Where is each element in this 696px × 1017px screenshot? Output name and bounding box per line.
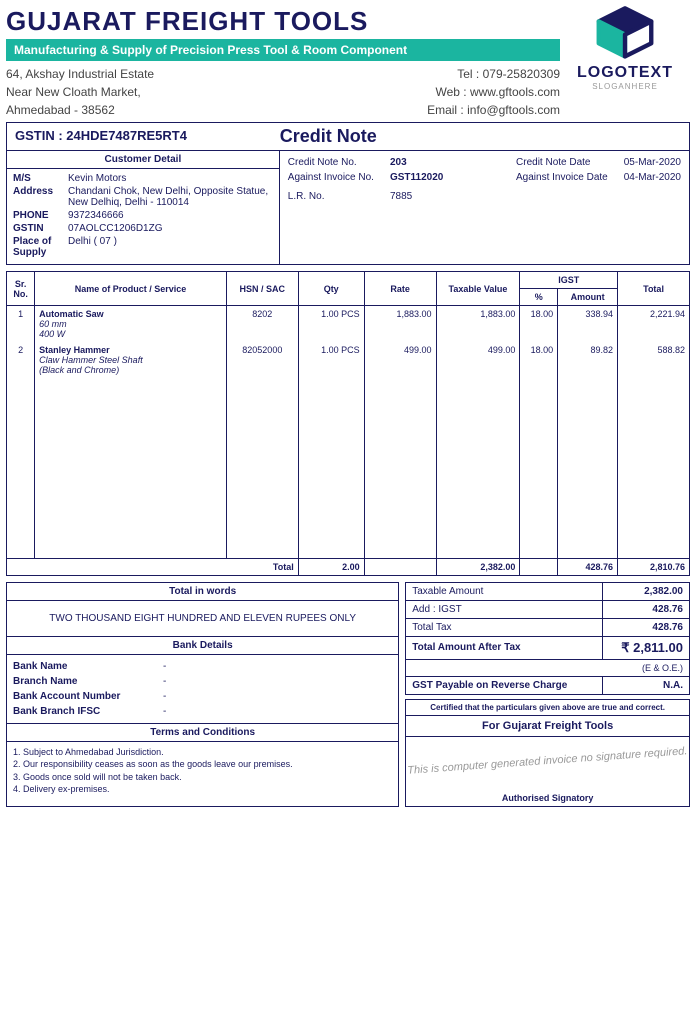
table-row: 2 Stanley HammerClaw Hammer Steel Shaft(… (7, 342, 690, 378)
gstin: GSTIN : 24HDE7487RE5RT4 (7, 123, 280, 150)
authorised-signatory: Authorised Signatory (406, 793, 689, 803)
company-contact: Tel : 079-25820309 Web : www.gftools.com… (427, 65, 560, 119)
bank-details: Bank Name- Branch Name- Bank Account Num… (7, 655, 398, 724)
signature-stamp: This is computer generated invoice no si… (406, 745, 689, 777)
logo-slogan: SLOGANHERE (560, 82, 690, 91)
bank-header: Bank Details (7, 637, 398, 655)
words-header: Total in words (7, 583, 398, 601)
logo-text: LOGOTEXT (560, 64, 690, 82)
customer-header: Customer Detail (7, 151, 279, 169)
for-line: For Gujarat Freight Tools (405, 716, 690, 737)
cube-icon (590, 6, 660, 61)
note-info: Credit Note No.203Credit Note Date05-Mar… (280, 151, 689, 264)
totals-row: Total 2.00 2,382.00 428.76 2,810.76 (7, 558, 690, 575)
company-tagline: Manufacturing & Supply of Precision Pres… (6, 39, 560, 61)
items-table: Sr. No. Name of Product / Service HSN / … (6, 271, 690, 576)
amount-words: TWO THOUSAND EIGHT HUNDRED AND ELEVEN RU… (7, 601, 398, 637)
logo: LOGOTEXT SLOGANHERE (560, 6, 690, 91)
certification: Certified that the particulars given abo… (405, 699, 690, 716)
totals-table: Taxable Amount2,382.00 Add : IGST428.76 … (405, 582, 690, 695)
company-address: 64, Akshay Industrial Estate Near New Cl… (6, 65, 154, 119)
signature-box: This is computer generated invoice no si… (405, 737, 690, 807)
tc-header: Terms and Conditions (7, 724, 398, 742)
table-row: 1 Automatic Saw60 mm400 W 82021.00 PCS1,… (7, 306, 690, 343)
company-name: GUJARAT FREIGHT TOOLS (6, 6, 560, 37)
document-title: Credit Note (280, 123, 689, 150)
items-body: 1 Automatic Saw60 mm400 W 82021.00 PCS1,… (7, 306, 690, 559)
terms: 1. Subject to Ahmedabad Jurisdiction.2. … (7, 742, 398, 800)
customer-detail: M/SKevin Motors AddressChandani Chok, Ne… (7, 169, 279, 264)
